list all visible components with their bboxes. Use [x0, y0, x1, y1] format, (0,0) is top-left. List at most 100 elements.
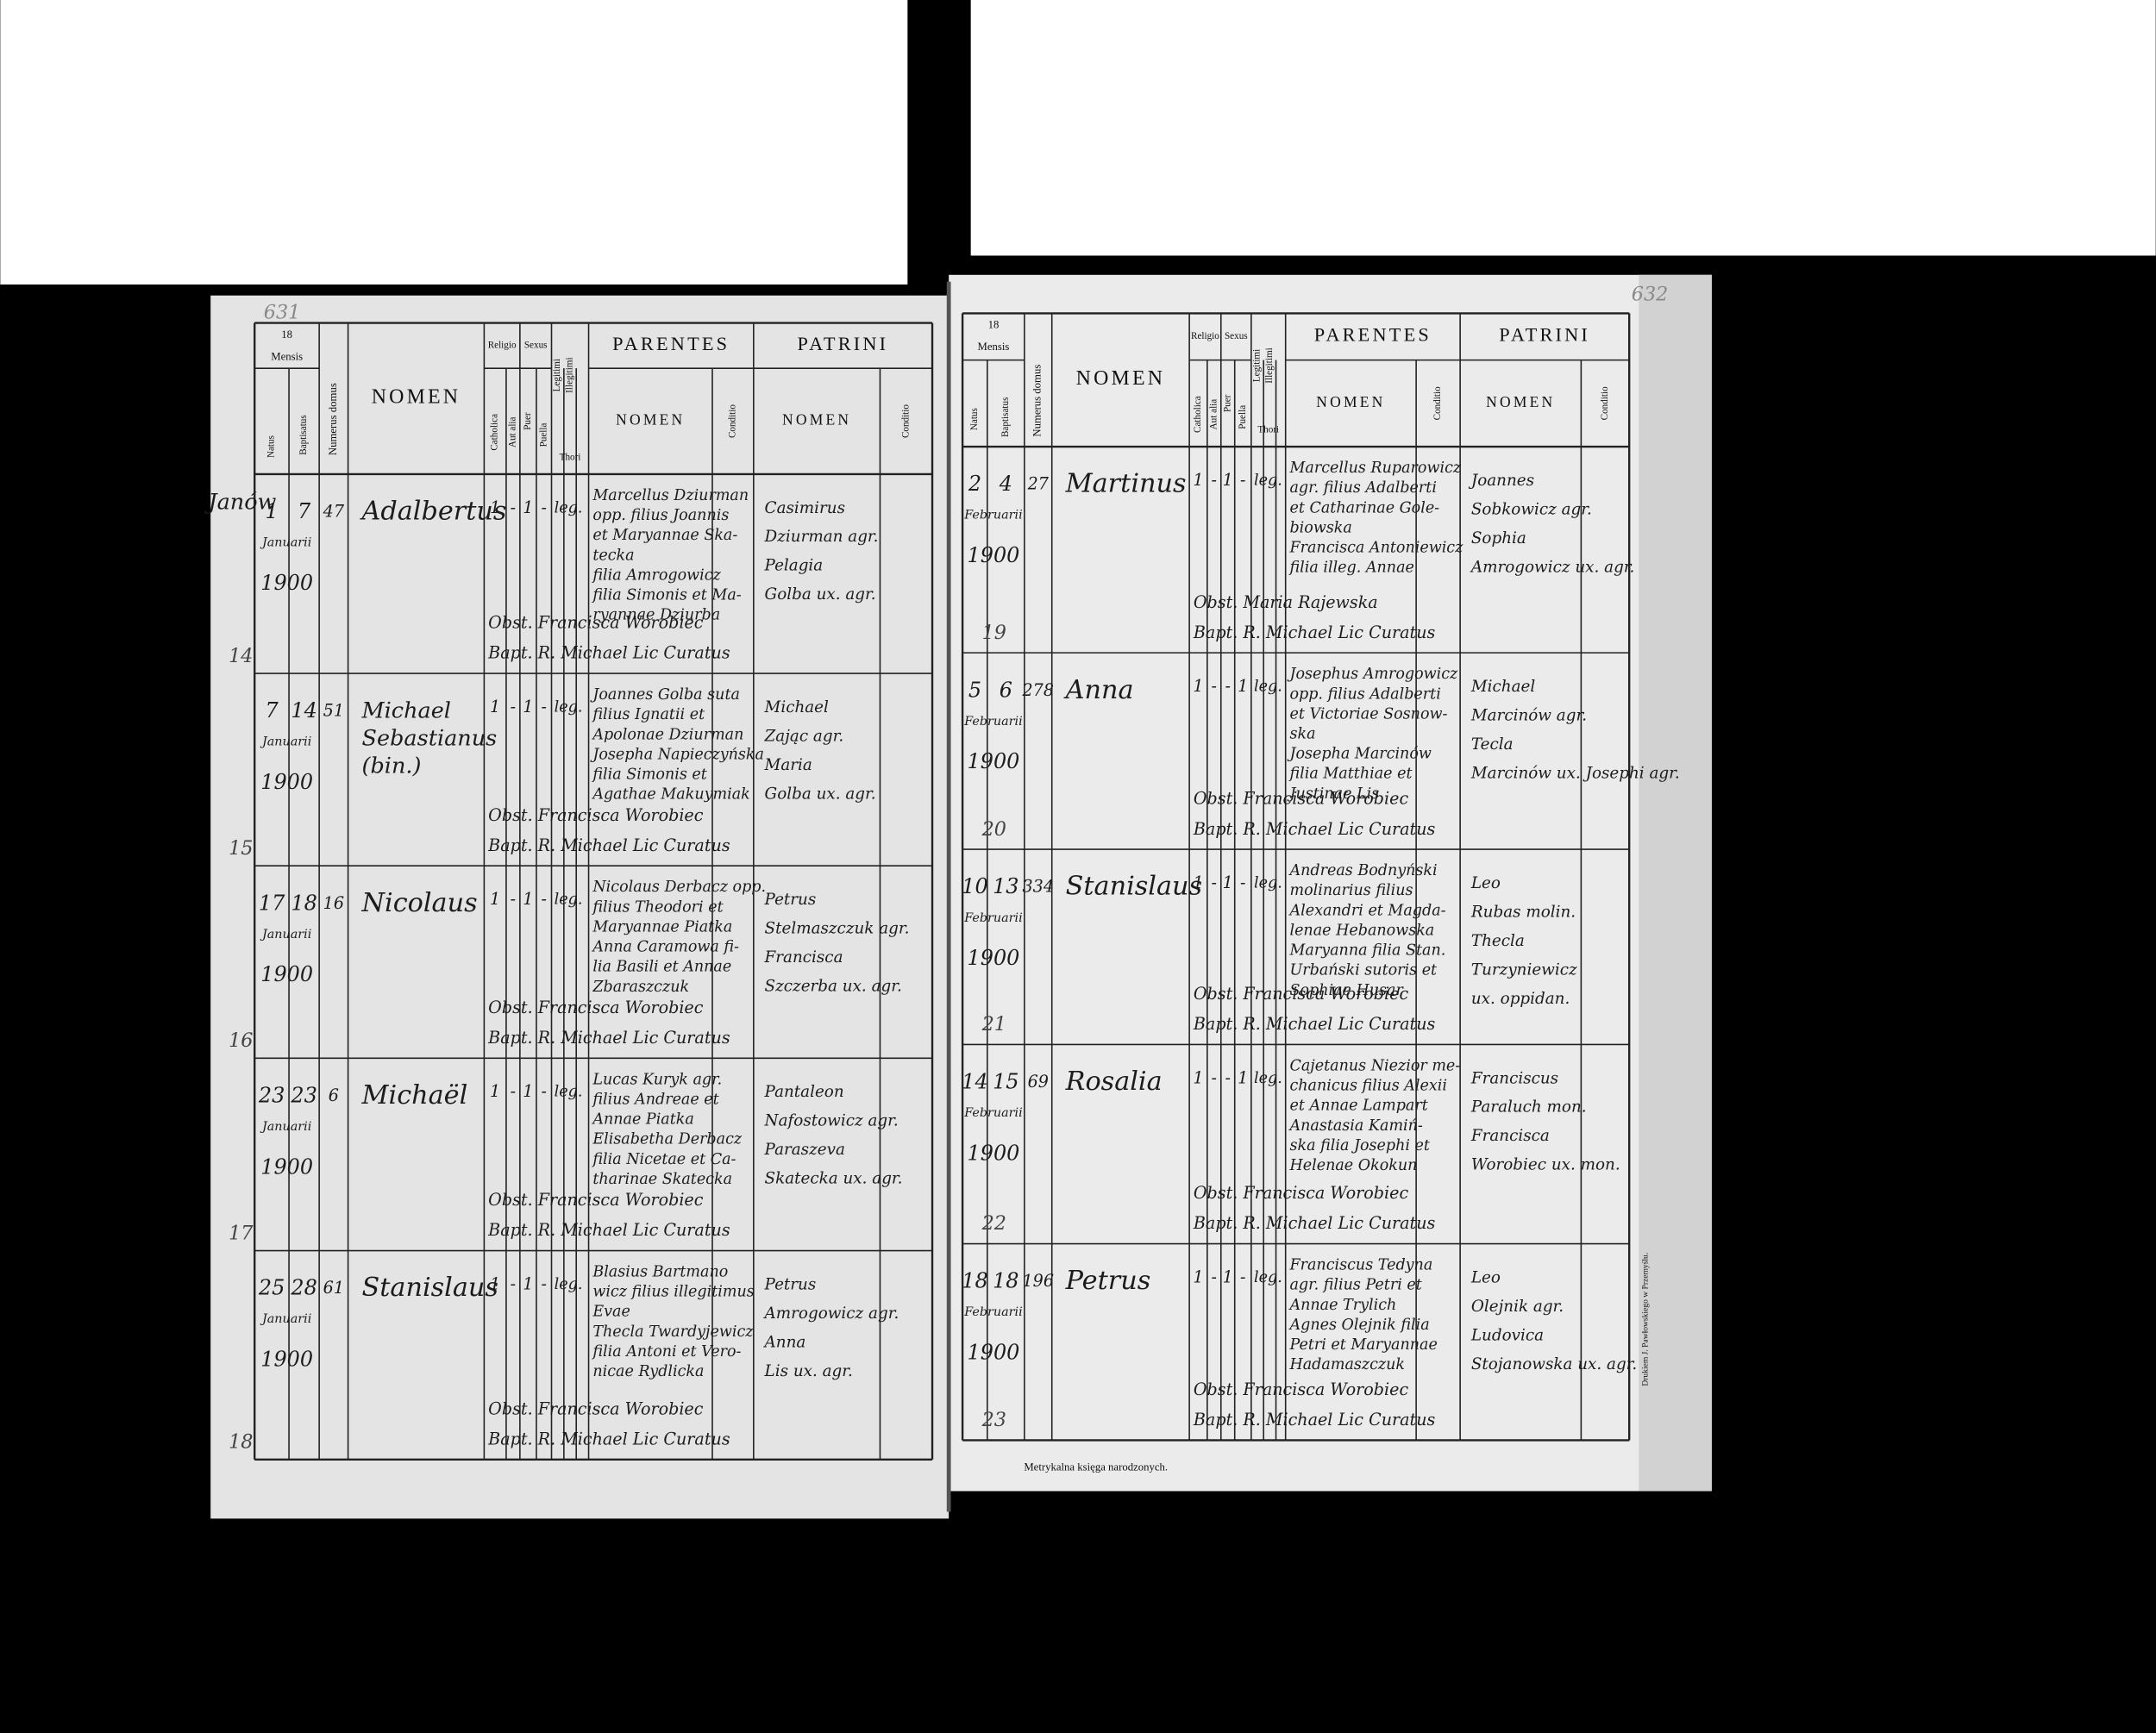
parents-line: Marcellus Ruparowicz	[1288, 460, 1461, 477]
godparents-line: Golba ux. agr.	[765, 785, 876, 803]
baptism-day: 18	[993, 1269, 1018, 1293]
godparents-line: Leo	[1470, 1268, 1501, 1286]
godparents-line: Skatecka ux. agr.	[765, 1170, 903, 1188]
child-name: Anna	[1063, 675, 1134, 705]
header-conditio: Conditio	[900, 404, 911, 438]
parents-line: Thecla Twardyjewicz	[592, 1323, 754, 1341]
mark-puella: -	[542, 497, 547, 517]
header-parentes: PARENTES	[612, 333, 730, 354]
mark-puella: -	[1240, 873, 1245, 892]
header-sexus: Sexus	[524, 340, 548, 350]
white-area	[970, 0, 2156, 256]
entry-number: 19	[982, 622, 1006, 644]
parents-line: et Catharinae Gole-	[1289, 499, 1439, 516]
birth-day: 1	[266, 499, 279, 523]
year: 1900	[968, 1341, 1020, 1365]
mark-puer: 1	[1223, 470, 1233, 490]
godparents-line: Turzyniewicz	[1471, 960, 1577, 979]
parents-line: Helenae Okokun	[1288, 1157, 1417, 1174]
parents-line: Francisca Antoniewicz	[1288, 539, 1463, 556]
godparents-line: Franciscus	[1470, 1069, 1558, 1087]
parents-line: agr. filius Adalberti	[1289, 479, 1436, 497]
parents-line: Annae Trylich	[1288, 1297, 1396, 1314]
child-name: Adalbertus	[360, 497, 507, 527]
month: Februarii	[963, 1305, 1022, 1319]
godparents-line: Paraluch mon.	[1470, 1098, 1587, 1117]
folio-number: 631	[264, 301, 301, 323]
baptism-day: 18	[291, 891, 317, 915]
header-religio: Religio	[1191, 331, 1219, 341]
mark-aut-alia: -	[1212, 1067, 1217, 1087]
godparents-line: Paraszeva	[764, 1141, 845, 1159]
header-mensis: Mensis	[978, 341, 1010, 353]
child-name: Michael	[361, 698, 451, 724]
mark-aut-alia: -	[511, 697, 516, 716]
godparents-line: Amrogowicz agr.	[763, 1304, 899, 1323]
parents-line: ska	[1289, 725, 1315, 742]
header-patrini-nomen: NOMEN	[1486, 393, 1555, 410]
baptizer: Bapt. R. Michael Lic Curatus	[487, 1028, 730, 1048]
parents-line: filius Andreae et	[591, 1091, 719, 1108]
child-name: Stanislaus	[362, 1273, 498, 1303]
mark-puer: -	[1225, 1067, 1231, 1087]
house-number: 47	[323, 502, 345, 522]
child-name: Sebastianus	[362, 726, 498, 752]
godparents-line: Joannes	[1468, 472, 1534, 490]
parents-line: tharinae Skatecka	[592, 1171, 732, 1188]
entry-number: 17	[229, 1222, 254, 1244]
mark-catholica: 1	[1193, 1067, 1203, 1087]
midwife: Obst. Francisca Worobiec	[488, 1190, 704, 1210]
godparents-line: Zając agr.	[764, 727, 844, 745]
godparents-line: Stelmaszczuk agr.	[765, 920, 910, 938]
godparents-line: Rubas molin.	[1470, 903, 1576, 921]
entry-number: 23	[981, 1409, 1006, 1431]
birth-day: 10	[962, 874, 987, 898]
month: Februarii	[963, 509, 1022, 522]
midwife: Obst. Francisca Worobiec	[488, 805, 704, 825]
mark-puer: 1	[523, 497, 533, 517]
parents-line: Maryannae Piatka	[592, 918, 732, 935]
parents-line: filia Nicetae et Ca-	[591, 1151, 736, 1168]
mark-puella: -	[542, 1081, 547, 1101]
godparents-line: Leo	[1470, 874, 1501, 892]
mark-catholica: 1	[490, 497, 500, 517]
header-legitimi: Legitimi	[1252, 349, 1263, 382]
year: 1900	[968, 749, 1020, 773]
place-name: Janów	[204, 489, 276, 515]
month: Januarii	[260, 928, 311, 942]
legitimacy: leg.	[1254, 1269, 1282, 1286]
year: 1900	[260, 1348, 313, 1372]
header-mensis: Mensis	[271, 350, 303, 362]
header-baptisatus: Baptisatus	[1000, 397, 1011, 437]
mark-puer: 1	[523, 697, 533, 716]
footer: Metrykalna księga narodzonych.	[1024, 1461, 1168, 1473]
mark-aut-alia: -	[1212, 676, 1217, 696]
parents-line: filia illeg. Annae	[1288, 560, 1413, 577]
parents-line: Annae Piatka	[591, 1111, 694, 1129]
baptizer: Bapt. R. Michael Lic Curatus	[1193, 819, 1436, 839]
godparents-line: Francisca	[764, 948, 843, 967]
parents-line: ryannae Dziurba	[592, 607, 720, 624]
header-parentes-nomen: NOMEN	[616, 411, 685, 429]
month: Februarii	[963, 715, 1022, 729]
mark-puer: 1	[1223, 1267, 1233, 1286]
month: Februarii	[963, 911, 1022, 925]
child-name: Michaël	[361, 1080, 468, 1110]
entry-number: 16	[229, 1029, 253, 1052]
house-number: 196	[1023, 1271, 1054, 1291]
parents-line: Elisabetha Derbacz	[592, 1131, 743, 1148]
header-puella: Puella	[1238, 405, 1248, 429]
parents-line: opp. filius Adalberti	[1289, 685, 1440, 703]
header-nomen: NOMEN	[372, 386, 461, 409]
header-illegitimi: Illegitimi	[1264, 347, 1275, 383]
parents-line: filius Ignatii et	[591, 706, 705, 723]
month: Januarii	[260, 735, 311, 749]
birth-day: 23	[258, 1083, 285, 1107]
header-legitimi: Legitimi	[552, 359, 562, 391]
baptism-day: 4	[999, 472, 1012, 496]
godparents-line: Maria	[764, 756, 812, 774]
godparents-line: Casimirus	[765, 499, 845, 517]
page-edge	[1639, 274, 1712, 1492]
godparents-line: Petrus	[764, 891, 817, 909]
